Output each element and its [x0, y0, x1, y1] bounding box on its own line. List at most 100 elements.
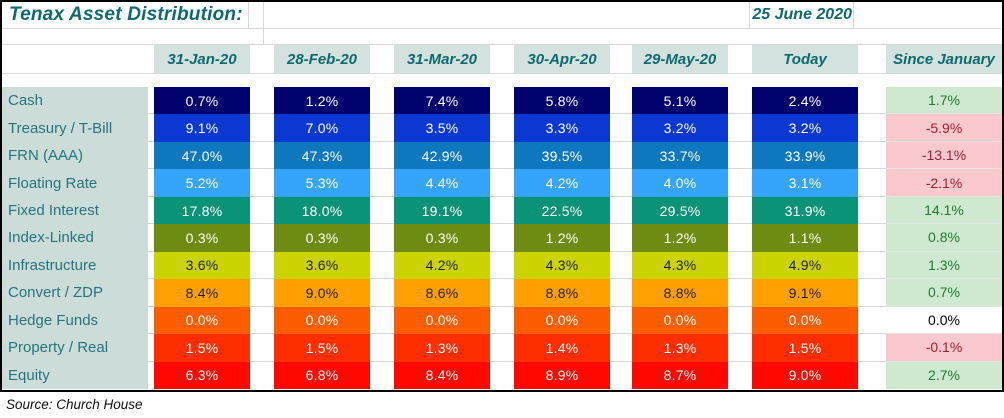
value-cell[interactable]: 8.9%: [514, 361, 610, 389]
since-january-cell[interactable]: 1.7%: [886, 87, 1002, 115]
value-cell[interactable]: 9.1%: [752, 279, 858, 307]
row-label[interactable]: Equity: [2, 361, 148, 389]
value-cell[interactable]: 4.2%: [514, 169, 610, 197]
since-january-cell[interactable]: 14.1%: [886, 196, 1002, 225]
row-label[interactable]: Cash: [2, 87, 148, 115]
since-january-cell[interactable]: -5.9%: [886, 114, 1002, 142]
column-header-jan[interactable]: 31-Jan-20: [154, 45, 250, 73]
value-cell[interactable]: 1.5%: [752, 334, 858, 362]
row-label[interactable]: Infrastructure: [2, 251, 148, 280]
value-cell[interactable]: 3.6%: [274, 251, 370, 280]
value-cell[interactable]: 39.5%: [514, 141, 610, 170]
value-cell[interactable]: 7.4%: [394, 87, 490, 115]
value-cell[interactable]: 31.9%: [752, 196, 858, 225]
value-cell[interactable]: 0.0%: [632, 306, 728, 335]
grid-gap: [858, 361, 886, 389]
value-cell[interactable]: 0.0%: [274, 306, 370, 335]
value-cell[interactable]: 4.3%: [514, 251, 610, 280]
column-header-may[interactable]: 29-May-20: [632, 45, 728, 73]
since-january-cell[interactable]: -13.1%: [886, 141, 1002, 170]
value-cell[interactable]: 4.4%: [394, 169, 490, 197]
value-cell[interactable]: 1.4%: [514, 334, 610, 362]
value-cell[interactable]: 5.8%: [514, 87, 610, 115]
value-cell[interactable]: 2.4%: [752, 87, 858, 115]
since-january-cell[interactable]: 0.7%: [886, 279, 1002, 307]
value-cell[interactable]: 0.7%: [154, 87, 250, 115]
value-cell[interactable]: 0.0%: [394, 306, 490, 335]
value-cell[interactable]: 9.1%: [154, 114, 250, 142]
value-cell[interactable]: 33.7%: [632, 141, 728, 170]
value-cell[interactable]: 4.3%: [632, 251, 728, 280]
column-header-feb[interactable]: 28-Feb-20: [274, 45, 370, 73]
value-cell[interactable]: 7.0%: [274, 114, 370, 142]
value-cell[interactable]: 8.4%: [394, 361, 490, 389]
since-january-cell[interactable]: 0.8%: [886, 224, 1002, 252]
value-cell[interactable]: 6.3%: [154, 361, 250, 389]
since-january-cell[interactable]: 1.3%: [886, 251, 1002, 280]
since-january-cell[interactable]: -2.1%: [886, 169, 1002, 197]
value-cell[interactable]: 8.4%: [154, 279, 250, 307]
column-header-apr[interactable]: 30-Apr-20: [514, 45, 610, 73]
value-cell[interactable]: 1.1%: [752, 224, 858, 252]
value-cell[interactable]: 0.3%: [274, 224, 370, 252]
value-cell[interactable]: 0.0%: [154, 306, 250, 335]
value-cell[interactable]: 9.0%: [752, 361, 858, 389]
value-cell[interactable]: 5.3%: [274, 169, 370, 197]
since-january-cell[interactable]: 2.7%: [886, 361, 1002, 389]
row-label[interactable]: Floating Rate: [2, 169, 148, 197]
value-cell[interactable]: 1.2%: [514, 224, 610, 252]
value-cell[interactable]: 4.9%: [752, 251, 858, 280]
value-cell[interactable]: 1.2%: [632, 224, 728, 252]
value-cell[interactable]: 4.2%: [394, 251, 490, 280]
value-cell[interactable]: 8.8%: [632, 279, 728, 307]
value-cell[interactable]: 4.0%: [632, 169, 728, 197]
since-january-cell[interactable]: 0.0%: [886, 306, 1002, 335]
value-cell[interactable]: 1.5%: [274, 334, 370, 362]
grid-gap: [148, 141, 154, 170]
value-cell[interactable]: 3.1%: [752, 169, 858, 197]
grid-gap: [610, 169, 632, 197]
value-cell[interactable]: 1.3%: [394, 334, 490, 362]
row-label[interactable]: Hedge Funds: [2, 306, 148, 335]
row-label[interactable]: Treasury / T-Bill: [2, 114, 148, 142]
value-cell[interactable]: 0.3%: [154, 224, 250, 252]
value-cell[interactable]: 5.1%: [632, 87, 728, 115]
value-cell[interactable]: 1.2%: [274, 87, 370, 115]
grid-gap: [250, 141, 274, 170]
row-label[interactable]: FRN (AAA): [2, 141, 148, 170]
value-cell[interactable]: 18.0%: [274, 196, 370, 225]
value-cell[interactable]: 0.3%: [394, 224, 490, 252]
value-cell[interactable]: 8.7%: [632, 361, 728, 389]
value-cell[interactable]: 0.0%: [514, 306, 610, 335]
value-cell[interactable]: 33.9%: [752, 141, 858, 170]
row-label[interactable]: Index-Linked: [2, 224, 148, 252]
column-header-since-january[interactable]: Since January: [886, 45, 1002, 73]
row-label[interactable]: Convert / ZDP: [2, 279, 148, 307]
value-cell[interactable]: 17.8%: [154, 196, 250, 225]
value-cell[interactable]: 1.3%: [632, 334, 728, 362]
value-cell[interactable]: 3.3%: [514, 114, 610, 142]
value-cell[interactable]: 3.5%: [394, 114, 490, 142]
value-cell[interactable]: 6.8%: [274, 361, 370, 389]
value-cell[interactable]: 22.5%: [514, 196, 610, 225]
value-cell[interactable]: 47.0%: [154, 141, 250, 170]
column-header-today[interactable]: Today: [752, 45, 858, 73]
value-cell[interactable]: 0.0%: [752, 306, 858, 335]
value-cell[interactable]: 3.2%: [752, 114, 858, 142]
value-cell[interactable]: 1.5%: [154, 334, 250, 362]
grid-gap: [490, 334, 514, 362]
row-label[interactable]: Property / Real: [2, 334, 148, 362]
value-cell[interactable]: 8.6%: [394, 279, 490, 307]
value-cell[interactable]: 9.0%: [274, 279, 370, 307]
value-cell[interactable]: 3.6%: [154, 251, 250, 280]
value-cell[interactable]: 47.3%: [274, 141, 370, 170]
value-cell[interactable]: 3.2%: [632, 114, 728, 142]
column-header-mar[interactable]: 31-Mar-20: [394, 45, 490, 73]
value-cell[interactable]: 19.1%: [394, 196, 490, 225]
value-cell[interactable]: 8.8%: [514, 279, 610, 307]
row-label[interactable]: Fixed Interest: [2, 196, 148, 225]
since-january-cell[interactable]: -0.1%: [886, 334, 1002, 362]
value-cell[interactable]: 42.9%: [394, 141, 490, 170]
value-cell[interactable]: 5.2%: [154, 169, 250, 197]
value-cell[interactable]: 29.5%: [632, 196, 728, 225]
